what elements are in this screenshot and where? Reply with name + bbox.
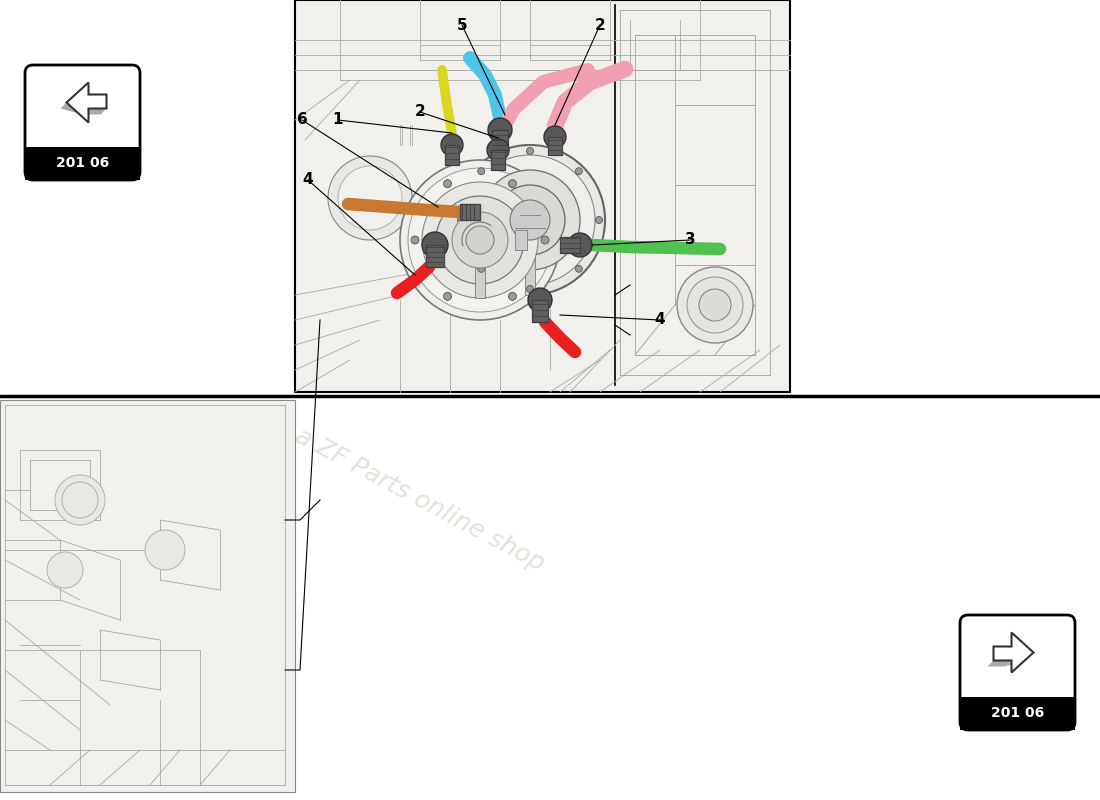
Circle shape <box>527 286 534 293</box>
Circle shape <box>408 168 552 312</box>
Circle shape <box>455 145 605 295</box>
Bar <box>491 150 505 170</box>
Text: 2: 2 <box>595 18 605 33</box>
Bar <box>0 400 295 792</box>
Circle shape <box>62 482 98 518</box>
Circle shape <box>55 475 104 525</box>
Circle shape <box>528 288 552 312</box>
Circle shape <box>495 185 565 255</box>
Circle shape <box>595 217 603 223</box>
Polygon shape <box>988 661 1012 666</box>
Text: a ZF Parts online shop: a ZF Parts online shop <box>292 424 549 576</box>
Text: 4: 4 <box>302 173 313 187</box>
Circle shape <box>488 118 512 142</box>
Bar <box>960 697 1075 730</box>
Circle shape <box>411 236 419 244</box>
Circle shape <box>422 182 538 298</box>
Bar <box>532 300 548 322</box>
Polygon shape <box>1005 653 1034 666</box>
Circle shape <box>508 292 517 300</box>
Circle shape <box>676 267 754 343</box>
Circle shape <box>477 266 485 272</box>
Circle shape <box>544 126 566 148</box>
Text: 3: 3 <box>684 233 695 247</box>
Circle shape <box>436 196 524 284</box>
Bar <box>548 137 562 155</box>
Circle shape <box>487 139 509 161</box>
FancyBboxPatch shape <box>25 65 140 180</box>
Polygon shape <box>60 102 88 114</box>
Text: a ZF Parts online shop: a ZF Parts online shop <box>471 124 728 276</box>
Circle shape <box>145 530 185 570</box>
Text: 1: 1 <box>332 113 343 127</box>
Bar <box>525 255 535 295</box>
Circle shape <box>47 552 82 588</box>
Bar <box>426 245 444 267</box>
Circle shape <box>328 156 412 240</box>
Bar <box>615 5 776 385</box>
Circle shape <box>338 166 402 230</box>
Bar <box>295 5 776 385</box>
Circle shape <box>466 226 494 254</box>
Circle shape <box>477 168 485 174</box>
Circle shape <box>575 266 582 272</box>
Circle shape <box>575 168 582 174</box>
FancyBboxPatch shape <box>960 615 1075 730</box>
Circle shape <box>443 180 451 188</box>
Text: 5: 5 <box>456 18 468 33</box>
Bar <box>446 145 459 165</box>
Bar <box>295 0 790 392</box>
Circle shape <box>441 134 463 156</box>
Text: 2: 2 <box>415 105 426 119</box>
Polygon shape <box>82 109 107 114</box>
Polygon shape <box>993 633 1034 673</box>
Text: 201 06: 201 06 <box>991 706 1044 720</box>
Text: 201 06: 201 06 <box>56 156 109 170</box>
Circle shape <box>527 147 534 154</box>
Circle shape <box>465 155 595 285</box>
Circle shape <box>510 200 550 240</box>
Circle shape <box>541 236 549 244</box>
Text: 4: 4 <box>654 313 666 327</box>
Bar <box>492 130 508 150</box>
Bar <box>460 204 480 220</box>
Bar <box>560 237 580 253</box>
Text: 6: 6 <box>297 113 307 127</box>
Bar <box>25 147 140 180</box>
Circle shape <box>698 289 732 321</box>
Bar <box>475 268 485 298</box>
Polygon shape <box>66 82 107 122</box>
Circle shape <box>452 212 508 268</box>
Circle shape <box>400 160 560 320</box>
Circle shape <box>422 232 448 258</box>
Circle shape <box>508 180 517 188</box>
Circle shape <box>688 277 742 333</box>
Circle shape <box>480 170 580 270</box>
Circle shape <box>443 292 451 300</box>
Circle shape <box>568 233 592 257</box>
Circle shape <box>458 217 464 223</box>
Bar <box>515 230 527 250</box>
